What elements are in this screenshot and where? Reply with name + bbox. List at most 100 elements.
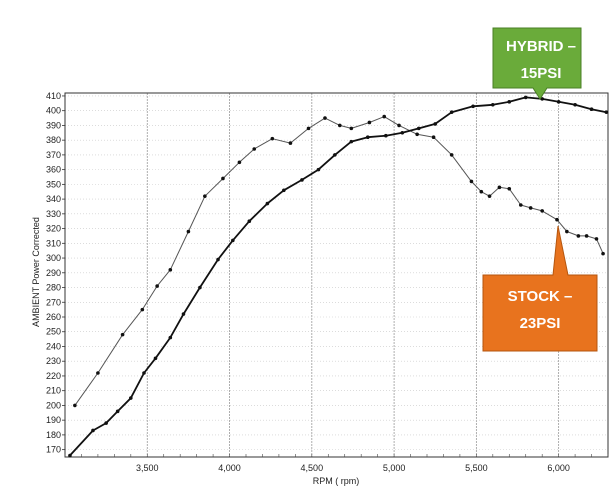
chart-grid: [65, 93, 608, 457]
hybrid-data-point: [416, 126, 421, 131]
x-axis-label: RPM ( rpm): [313, 476, 360, 486]
y-tick-label: 170: [46, 445, 61, 455]
plot-frame: [64, 92, 609, 458]
y-tick-label: 320: [46, 224, 61, 234]
stock-data-point: [168, 268, 173, 272]
hybrid-series-line: [69, 96, 607, 457]
y-tick-label: 290: [46, 268, 61, 278]
hybrid-data-point: [573, 102, 577, 107]
x-tick-label: 5,000: [383, 463, 406, 473]
stock-data-point: [397, 123, 401, 128]
x-tick-label: 4,500: [301, 463, 324, 473]
stock-data-point: [431, 135, 436, 140]
stock-callout-line1: STOCK –: [508, 288, 573, 305]
x-tick-label: 6,000: [547, 463, 570, 473]
hybrid-data-point: [523, 95, 528, 100]
stock-data-point: [337, 123, 342, 128]
hybrid-data-point: [198, 285, 202, 290]
y-tick-label: 220: [46, 371, 61, 381]
stock-data-point: [497, 185, 502, 190]
hybrid-data-point: [384, 133, 388, 138]
hybrid-data-point: [300, 178, 304, 182]
stock-data-point: [288, 141, 293, 145]
y-tick-label: 190: [46, 415, 61, 425]
y-tick-label: 210: [46, 386, 61, 396]
hybrid-data-point: [365, 135, 370, 140]
hybrid-callout-line1: HYBRID –: [506, 38, 576, 55]
stock-data-point: [601, 251, 605, 256]
stock-data-point: [487, 194, 492, 198]
hybrid-data-point: [282, 188, 286, 193]
hybrid-data-point: [556, 100, 561, 104]
stock-data-point: [584, 234, 589, 238]
hybrid-data-point: [129, 396, 133, 400]
hybrid-data-point: [153, 356, 158, 361]
stock-data-point: [252, 147, 257, 151]
y-tick-label: 400: [46, 106, 61, 116]
y-tick-label: 380: [46, 135, 61, 145]
hybrid-data-point: [507, 100, 512, 104]
y-tick-label: 370: [46, 150, 61, 160]
hybrid-data-point: [181, 312, 186, 316]
stock-data-point: [155, 284, 159, 288]
hybrid-data-point: [604, 110, 609, 114]
hybrid-data-point: [400, 130, 405, 135]
chart-markers: [68, 95, 609, 458]
hybrid-data-point: [142, 371, 146, 375]
y-tick-label: 360: [46, 165, 61, 175]
stock-callout-box: [482, 225, 598, 352]
hybrid-data-point: [491, 102, 495, 107]
hybrid-data-point: [589, 107, 594, 112]
y-tick-label: 280: [46, 283, 61, 293]
hybrid-data-point: [104, 421, 108, 425]
y-tick-label: 270: [46, 297, 61, 307]
stock-data-point: [120, 332, 125, 337]
stock-data-point: [594, 237, 599, 241]
stock-data-point: [323, 116, 327, 120]
hybrid-data-point: [333, 153, 337, 157]
stock-data-point: [415, 132, 419, 137]
hybrid-data-point: [115, 409, 120, 414]
hybrid-data-point: [265, 201, 270, 206]
hybrid-callout-box: [492, 27, 582, 100]
hybrid-data-point: [247, 219, 252, 224]
hybrid-callout-line2: 15PSI: [521, 65, 562, 82]
y-tick-label: 230: [46, 356, 61, 366]
hybrid-data-point: [231, 238, 235, 243]
stock-data-point: [367, 120, 372, 125]
stock-data-point: [576, 234, 581, 238]
y-tick-label: 240: [46, 341, 61, 351]
hybrid-data-point: [316, 167, 321, 172]
y-tick-label: 250: [46, 327, 61, 337]
y-tick-label: 330: [46, 209, 61, 219]
stock-data-point: [540, 209, 544, 213]
stock-data-point: [479, 189, 484, 194]
stock-data-point: [382, 114, 387, 119]
hybrid-data-point: [349, 139, 354, 144]
stock-data-point: [449, 153, 454, 157]
stock-data-point: [565, 229, 569, 234]
stock-data-point: [518, 203, 523, 207]
x-tick-label: 4,000: [218, 463, 241, 473]
stock-data-point: [96, 371, 100, 375]
hybrid-data-point: [216, 257, 220, 262]
x-tick-label: 5,500: [465, 463, 488, 473]
y-tick-label: 350: [46, 179, 61, 189]
stock-data-point: [270, 136, 275, 141]
stock-data-point: [237, 160, 242, 165]
y-tick-label: 340: [46, 194, 61, 204]
stock-data-point: [469, 179, 474, 184]
stock-callout-line2: 23PSI: [520, 315, 561, 332]
stock-data-point: [349, 126, 354, 131]
y-tick-label: 200: [46, 400, 61, 410]
hybrid-data-point: [91, 428, 95, 433]
chart-axes: 3,500 4,000 4,500 5,000 5,500 6,000 170 180 190 2…: [46, 91, 609, 473]
hybrid-data-point: [471, 104, 475, 109]
y-tick-label: 300: [46, 253, 61, 263]
stock-data-point: [73, 403, 77, 408]
stock-data-point: [306, 126, 311, 131]
stock-data-point: [528, 206, 533, 210]
stock-data-point: [555, 217, 559, 222]
y-tick-label: 390: [46, 120, 61, 130]
